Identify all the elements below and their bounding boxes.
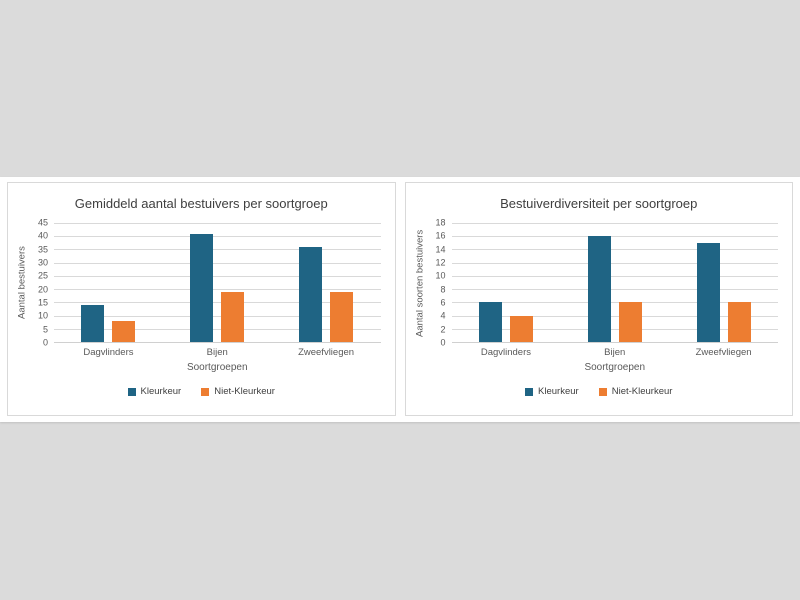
bar-kleurkeur-zweefvliegen bbox=[299, 246, 323, 342]
y-tick-label: 10 bbox=[435, 270, 446, 281]
x-category-label: Bijen bbox=[206, 347, 228, 358]
gridline bbox=[451, 223, 778, 224]
bar-niet-kleurkeur-bijen bbox=[221, 291, 245, 342]
y-tick-label: 45 bbox=[37, 217, 48, 228]
gridline bbox=[54, 223, 381, 224]
x-category-label: Dagvlinders bbox=[480, 347, 531, 358]
legend-swatch-icon bbox=[598, 387, 607, 396]
charts-band: Gemiddeld aantal bestuivers per soortgro… bbox=[0, 177, 800, 422]
chart-title: Bestuiverdiversiteit per soortgroep bbox=[500, 196, 698, 211]
gridline bbox=[451, 328, 778, 330]
legend-swatch-icon bbox=[525, 387, 534, 396]
y-tick-label: 18 bbox=[435, 217, 446, 228]
y-tick-label: 35 bbox=[37, 244, 48, 255]
y-tick-label: 10 bbox=[37, 310, 48, 321]
gridline bbox=[54, 236, 381, 238]
y-tick-label: 5 bbox=[42, 324, 48, 335]
legend-label: Kleurkeur bbox=[538, 386, 579, 397]
bar-group-dagvlinders bbox=[452, 223, 561, 342]
y-tick-label: 2 bbox=[440, 324, 446, 335]
bar-group-bijen bbox=[560, 223, 669, 342]
gridline bbox=[451, 262, 778, 264]
legend-item-niet-kleurkeur: Niet-Kleurkeur bbox=[598, 386, 673, 397]
gridline bbox=[451, 275, 778, 277]
gridline bbox=[451, 249, 778, 251]
plot-area bbox=[451, 223, 778, 343]
y-axis-title: Aantal bestuivers bbox=[16, 246, 28, 320]
gridline bbox=[451, 236, 778, 238]
gridline bbox=[451, 302, 778, 304]
legend-item-kleurkeur: Kleurkeur bbox=[127, 386, 182, 397]
gridline bbox=[54, 249, 381, 251]
gridline bbox=[54, 328, 381, 330]
y-tick-label: 12 bbox=[435, 257, 446, 268]
bar-niet-kleurkeur-dagvlinders bbox=[112, 320, 136, 342]
chart-panel-pollinator-diversity: Bestuiverdiversiteit per soortgroep Aant… bbox=[404, 182, 793, 416]
gridline bbox=[451, 289, 778, 291]
x-category-label: Zweefvliegen bbox=[298, 347, 355, 358]
legend-swatch-icon bbox=[127, 387, 136, 396]
y-tick-label: 0 bbox=[440, 337, 446, 348]
gridline bbox=[451, 315, 778, 317]
y-tick-label: 40 bbox=[37, 230, 48, 241]
chart-legend: Kleurkeur Niet-Kleurkeur bbox=[406, 386, 793, 397]
plot-area bbox=[54, 223, 381, 343]
y-tick-label: 0 bbox=[42, 337, 48, 348]
bar-group-zweefvliegen bbox=[272, 223, 381, 342]
gridline bbox=[54, 289, 381, 291]
chart-plot-row: Aantal bestuivers 0 5 10 15 20 25 30 35 40 45 bbox=[14, 218, 381, 347]
legend-label: Niet-Kleurkeur bbox=[214, 386, 275, 397]
bar-group-bijen bbox=[163, 223, 272, 342]
y-axis-title: Aantal soorten bestuivers bbox=[414, 229, 425, 337]
legend-item-kleurkeur: Kleurkeur bbox=[525, 386, 579, 397]
gridline bbox=[54, 275, 381, 277]
y-tick-label: 8 bbox=[440, 284, 446, 295]
x-axis-category-labels: Dagvlinders Bijen Zweefvliegen bbox=[452, 347, 779, 358]
chart-title: Gemiddeld aantal bestuivers per soortgro… bbox=[74, 196, 328, 211]
legend-label: Kleurkeur bbox=[140, 386, 182, 397]
chart-plot-row: Aantal soorten bestuivers 0 2 4 6 8 10 12 14 16 1… bbox=[412, 218, 778, 347]
y-axis-tick-labels: 0 2 4 6 8 10 12 14 16 18 bbox=[428, 218, 452, 347]
x-axis-category-labels: Dagvlinders Bijen Zweefvliegen bbox=[54, 347, 381, 358]
y-tick-label: 30 bbox=[37, 257, 48, 268]
y-axis-tick-labels: 0 5 10 15 20 25 30 35 40 45 bbox=[30, 218, 54, 347]
y-tick-label: 15 bbox=[37, 297, 48, 308]
bar-kleurkeur-dagvlinders bbox=[81, 304, 105, 342]
bar-niet-kleurkeur-dagvlinders bbox=[509, 315, 533, 342]
chart-legend: Kleurkeur Niet-Kleurkeur bbox=[8, 386, 395, 397]
y-tick-label: 6 bbox=[440, 297, 446, 308]
y-tick-label: 25 bbox=[37, 270, 48, 281]
x-axis-title: Soortgroepen bbox=[186, 362, 248, 373]
bar-group-dagvlinders bbox=[54, 223, 163, 342]
chart-panel-average-pollinators: Gemiddeld aantal bestuivers per soortgro… bbox=[7, 182, 396, 416]
bar-group-zweefvliegen bbox=[669, 223, 778, 342]
x-category-label: Zweefvliegen bbox=[695, 347, 752, 358]
bar-kleurkeur-dagvlinders bbox=[478, 302, 502, 342]
x-category-label: Dagvlinders bbox=[83, 347, 134, 358]
legend-label: Niet-Kleurkeur bbox=[611, 386, 673, 397]
bar-kleurkeur-bijen bbox=[587, 236, 611, 342]
y-tick-label: 20 bbox=[37, 284, 48, 295]
y-tick-label: 4 bbox=[440, 310, 446, 321]
bar-niet-kleurkeur-zweefvliegen bbox=[330, 291, 354, 342]
bar-niet-kleurkeur-bijen bbox=[618, 302, 642, 342]
gridline bbox=[54, 262, 381, 264]
bar-niet-kleurkeur-zweefvliegen bbox=[727, 302, 751, 342]
legend-item-niet-kleurkeur: Niet-Kleurkeur bbox=[201, 386, 275, 397]
y-tick-label: 14 bbox=[435, 244, 446, 255]
y-tick-label: 16 bbox=[435, 230, 446, 241]
legend-swatch-icon bbox=[201, 387, 210, 396]
x-category-label: Bijen bbox=[604, 347, 626, 358]
x-axis-title: Soortgroepen bbox=[584, 362, 646, 373]
gridline bbox=[54, 302, 381, 304]
bar-kleurkeur-bijen bbox=[190, 233, 214, 342]
bar-kleurkeur-zweefvliegen bbox=[696, 242, 720, 342]
gridline bbox=[54, 315, 381, 317]
